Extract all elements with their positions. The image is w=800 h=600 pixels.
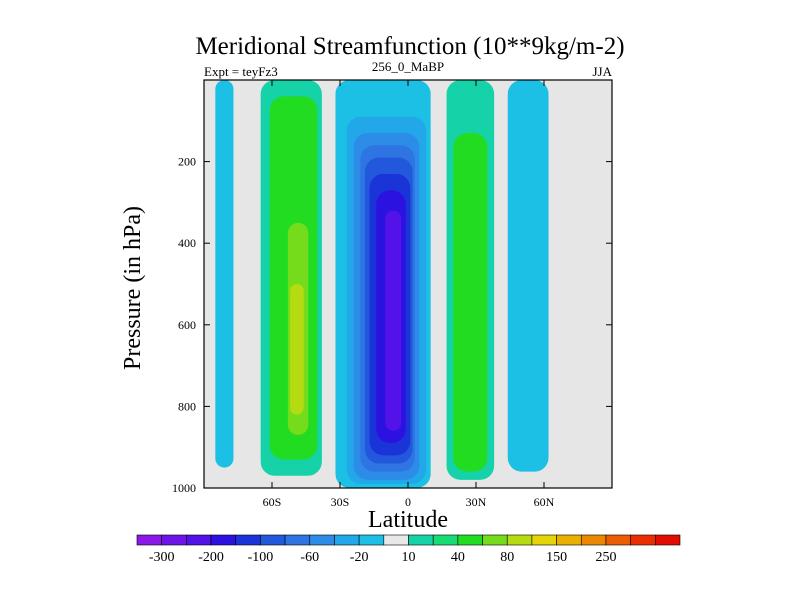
colorbar-swatch-1 [161, 534, 187, 546]
colorbar-swatch-18 [580, 534, 607, 546]
colorbar-swatch-3 [210, 534, 237, 546]
colorbar-swatch-14 [482, 534, 508, 546]
y-tick-label: 800 [178, 399, 196, 413]
y-tick-label: 400 [178, 236, 196, 250]
contour-region-14 [453, 133, 488, 472]
x-tick-label: 60S [263, 495, 282, 509]
colorbar-label: 150 [546, 550, 567, 565]
colorbar-swatch-0 [136, 534, 162, 546]
colorbar-label: 80 [500, 550, 514, 565]
x-tick-label: 30N [466, 495, 487, 509]
colorbar-label: -60 [300, 550, 319, 565]
x-axis-ticks: 60S 30S 0 30N 60N [263, 80, 555, 509]
contour-region-0 [215, 80, 234, 468]
colorbar-swatch-19 [605, 534, 631, 546]
colorbar-label: -100 [248, 550, 274, 565]
colorbar-label: 10 [402, 550, 416, 565]
colorbar-swatch-8 [334, 534, 360, 546]
contour-region-4 [290, 284, 304, 415]
y-tick-label: 1000 [172, 481, 196, 495]
colorbar-swatch-7 [309, 534, 335, 546]
y-axis-label: Pressure (in hPa) [120, 206, 146, 370]
period-label: 256_0_MaBP [372, 59, 444, 74]
y-tick-label: 200 [178, 155, 196, 169]
x-tick-label: 30S [331, 495, 350, 509]
x-axis-label: Latitude [368, 507, 448, 533]
colorbar-label: -20 [350, 550, 369, 565]
colorbar-swatch-4 [235, 534, 261, 546]
x-tick-label: 0 [405, 495, 411, 509]
colorbar-label: -200 [198, 550, 224, 565]
colorbar-swatch-9 [358, 534, 385, 546]
colorbar-swatch-13 [457, 534, 483, 546]
colorbar-swatch-15 [506, 534, 533, 546]
colorbar-label: -300 [149, 550, 175, 565]
colorbar-swatch-2 [186, 534, 212, 546]
colorbar-swatch-17 [556, 534, 582, 546]
colorbar-label: 250 [595, 550, 616, 565]
colorbar-label: 40 [451, 550, 465, 565]
colorbar-swatch-6 [284, 534, 311, 546]
y-tick-label: 600 [178, 318, 196, 332]
x-tick-label: 60N [534, 495, 555, 509]
experiment-label: Expt = teyFz3 [204, 64, 278, 79]
chart-title: Meridional Streamfunction (10**9kg/m-2) [195, 33, 624, 60]
colorbar-swatch-21 [655, 534, 681, 546]
colorbar-swatch-5 [260, 534, 286, 546]
colorbar-swatch-16 [531, 534, 557, 546]
season-label: JJA [592, 64, 612, 79]
contour-region-15 [507, 80, 549, 472]
contour-regions [215, 80, 549, 488]
y-axis-ticks: 200 400 600 800 1000 [172, 155, 612, 495]
colorbar: -300 -200 -100 -60 -20 10 40 80 150 250 [136, 534, 681, 565]
colorbar-swatch-10 [383, 534, 409, 546]
colorbar-swatch-11 [408, 534, 434, 546]
colorbar-swatch-20 [630, 534, 656, 546]
contour-region-12 [385, 210, 402, 431]
colorbar-swatch-12 [432, 534, 459, 546]
